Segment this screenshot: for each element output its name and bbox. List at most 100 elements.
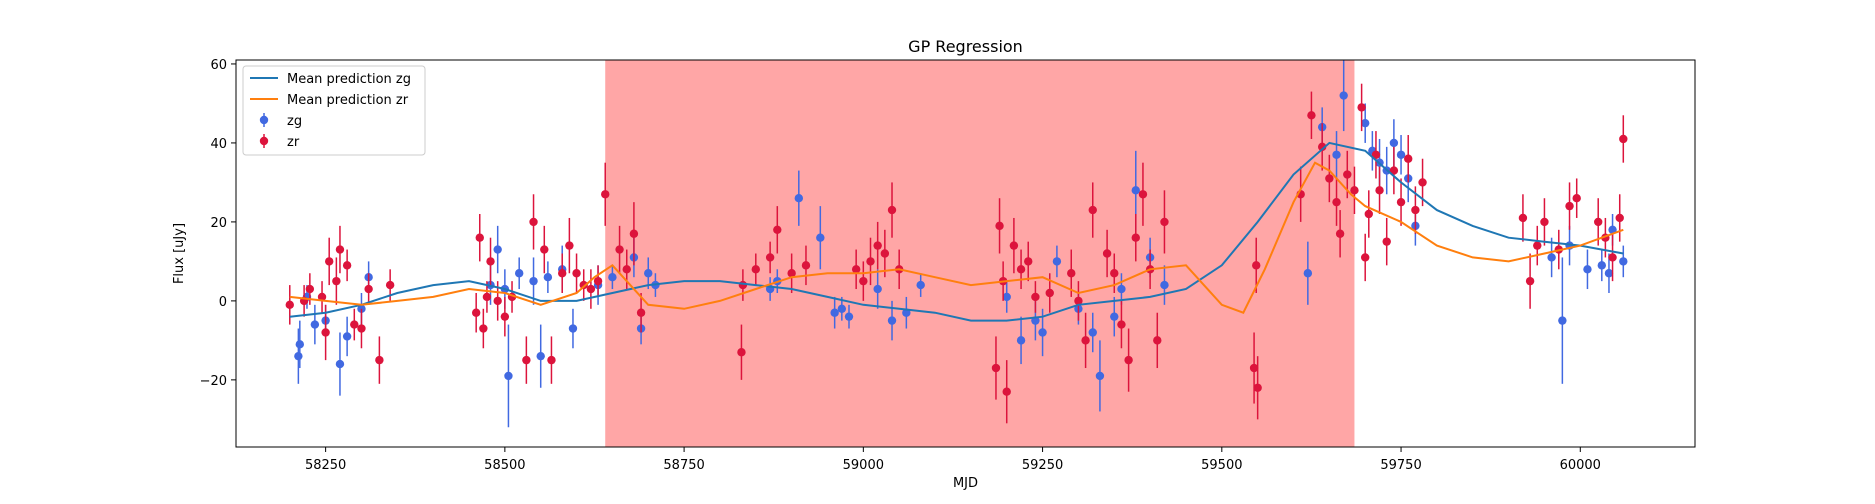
zr-point	[1153, 336, 1161, 344]
x-tick-label: 58500	[484, 458, 525, 473]
legend-zg-label: zg	[287, 114, 302, 129]
zr-point	[1089, 206, 1097, 214]
zr-point	[386, 281, 394, 289]
zr-point	[866, 257, 874, 265]
zg-point	[1160, 281, 1168, 289]
zg-point	[1619, 257, 1627, 265]
zr-point	[325, 257, 333, 265]
zr-point	[859, 277, 867, 285]
legend-zg-swatch	[260, 116, 268, 124]
zr-point	[752, 265, 760, 273]
zr-point	[1081, 336, 1089, 344]
zr-point	[992, 364, 1000, 372]
zr-point	[336, 245, 344, 253]
zg-point	[336, 360, 344, 368]
zr-point	[540, 245, 548, 253]
zr-point	[1252, 261, 1260, 269]
zg-point	[608, 273, 616, 281]
zr-point	[364, 285, 372, 293]
zr-point	[601, 190, 609, 198]
x-tick-label: 59000	[843, 458, 884, 473]
zg-point	[1089, 328, 1097, 336]
zg-point	[294, 352, 302, 360]
zr-point	[357, 324, 365, 332]
zr-point	[1343, 170, 1351, 178]
zr-point	[1526, 277, 1534, 285]
zg-point	[1332, 151, 1340, 159]
zr-point	[1132, 234, 1140, 242]
zg-point	[1132, 186, 1140, 194]
zr-point	[1067, 269, 1075, 277]
zg-point	[888, 316, 896, 324]
zg-point	[1558, 316, 1566, 324]
y-tick-label: 20	[210, 216, 227, 231]
zr-point	[306, 285, 314, 293]
zg-point	[1096, 372, 1104, 380]
zr-point	[1573, 194, 1581, 202]
legend-zr-swatch	[260, 137, 268, 145]
zr-point	[888, 206, 896, 214]
zg-point	[1598, 261, 1606, 269]
y-tick-label: −20	[200, 374, 227, 389]
zg-point	[1547, 253, 1555, 261]
zg-point	[830, 309, 838, 317]
zr-point	[558, 269, 566, 277]
chart-title: GP Regression	[908, 37, 1023, 56]
legend-mean-zr-label: Mean prediction zr	[287, 93, 409, 108]
zg-point	[873, 285, 881, 293]
zr-point	[486, 257, 494, 265]
zg-point	[916, 281, 924, 289]
zg-point	[343, 332, 351, 340]
zr-point	[1404, 155, 1412, 163]
x-tick-label: 60000	[1560, 458, 1601, 473]
zr-point	[483, 293, 491, 301]
zr-point	[343, 261, 351, 269]
zg-point	[504, 372, 512, 380]
zg-point	[1017, 336, 1025, 344]
zg-point	[544, 273, 552, 281]
zr-point	[739, 281, 747, 289]
zr-point	[479, 324, 487, 332]
zr-point	[529, 218, 537, 226]
zr-point	[1307, 111, 1315, 119]
zr-point	[1619, 135, 1627, 143]
shaded-region	[605, 60, 1354, 447]
zg-point	[1339, 91, 1347, 99]
zg-point	[1038, 328, 1046, 336]
zr-point	[1046, 289, 1054, 297]
y-axis: −20 0 20 40 60	[200, 58, 236, 389]
zr-point	[1361, 253, 1369, 261]
zg-point	[537, 352, 545, 360]
zr-point	[1325, 174, 1333, 182]
zr-point	[501, 312, 509, 320]
zr-point	[637, 309, 645, 317]
x-tick-label: 59250	[1022, 458, 1063, 473]
zr-point	[873, 241, 881, 249]
zr-point	[565, 241, 573, 249]
zg-point	[529, 277, 537, 285]
legend-mean-zg-label: Mean prediction zg	[287, 72, 411, 87]
zr-point	[493, 297, 501, 305]
y-tick-label: 60	[210, 58, 227, 73]
x-tick-label: 59500	[1201, 458, 1242, 473]
x-axis: 58250 58500 58750 59000 59250 59500 59750 60000	[305, 447, 1601, 473]
zr-point	[522, 356, 530, 364]
zg-point	[296, 340, 304, 348]
zr-point	[1031, 293, 1039, 301]
zr-point	[1594, 218, 1602, 226]
zg-point	[569, 324, 577, 332]
zg-point	[1397, 151, 1405, 159]
zr-point	[572, 269, 580, 277]
zr-point	[773, 226, 781, 234]
zr-point	[472, 309, 480, 317]
zr-point	[350, 320, 358, 328]
x-tick-label: 58250	[305, 458, 346, 473]
zr-point	[1024, 257, 1032, 265]
zg-point	[311, 320, 319, 328]
zr-point	[547, 356, 555, 364]
zr-point	[587, 285, 595, 293]
zr-point	[321, 328, 329, 336]
zr-point	[1350, 186, 1358, 194]
zr-point	[995, 222, 1003, 230]
